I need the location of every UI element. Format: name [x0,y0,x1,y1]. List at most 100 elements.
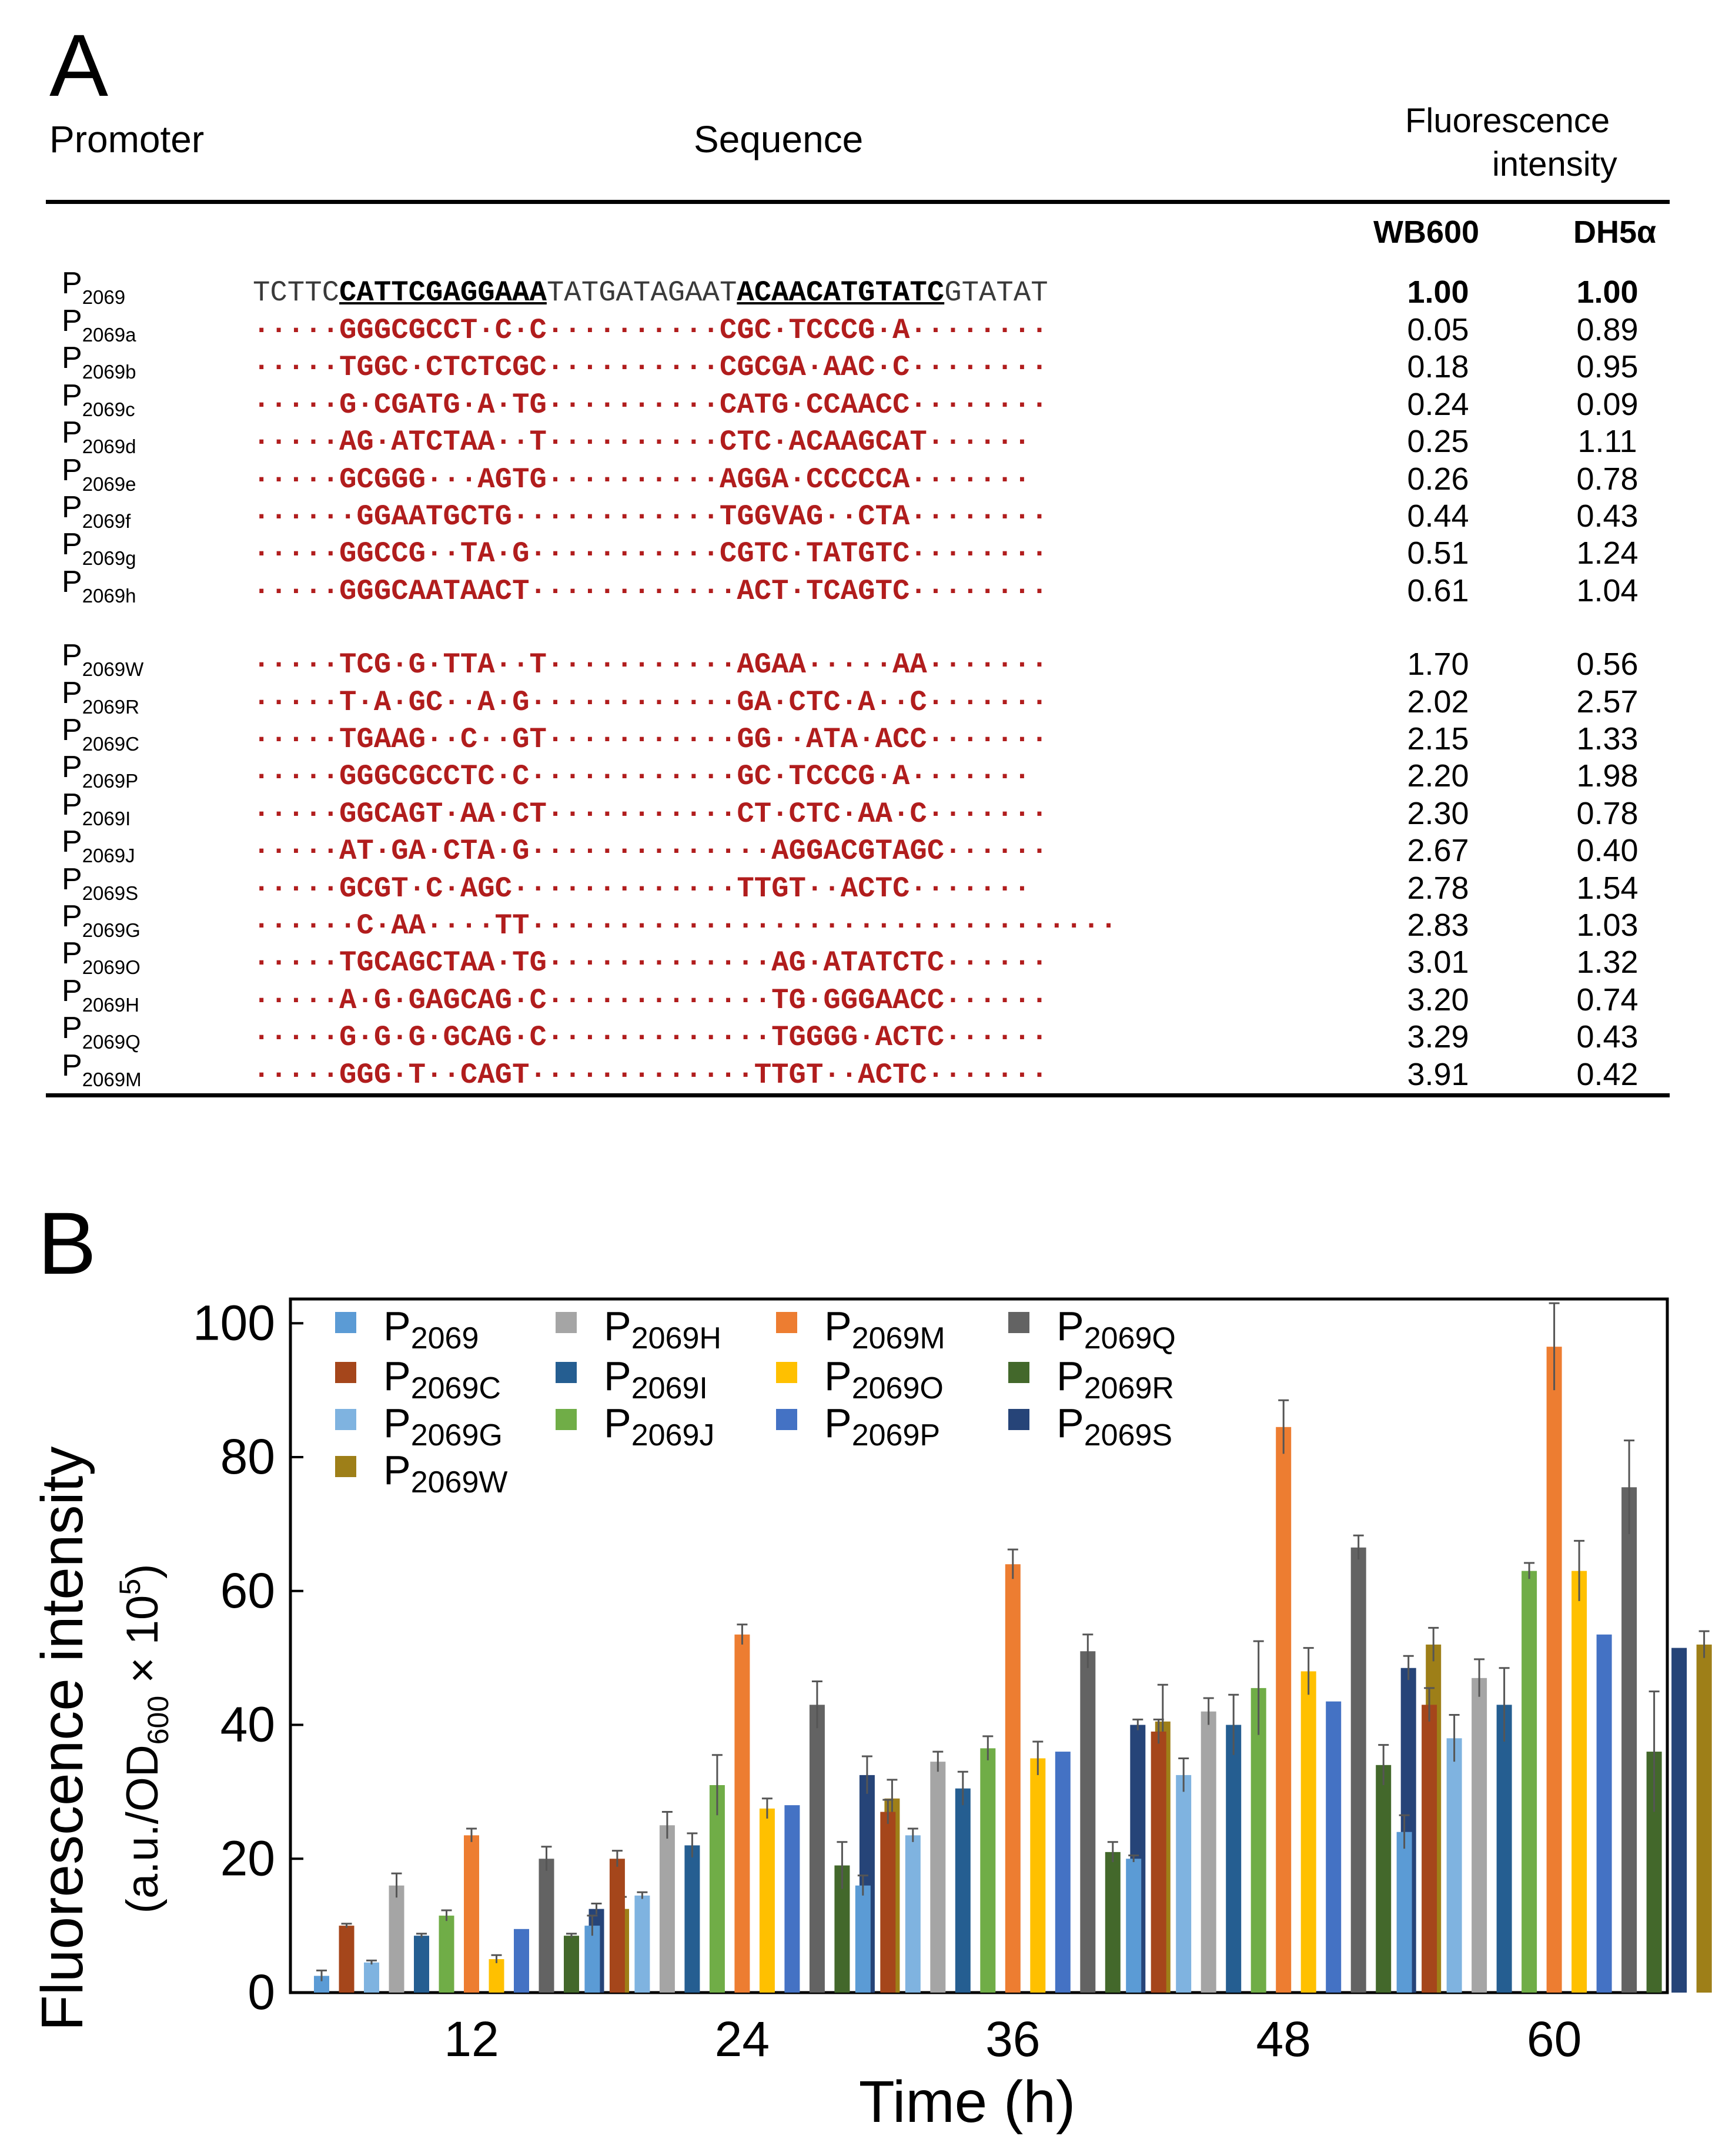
promoter-label: P2069C [62,713,139,755]
wb600-value: 2.02 [1407,684,1469,719]
dh5a-value: 1.24 [1576,535,1639,571]
wb600-value: 0.05 [1407,312,1469,347]
bar [709,1785,725,1993]
wb600-value: 0.26 [1407,461,1469,497]
bar [414,1936,429,1993]
bar [1376,1765,1392,1993]
dh5a-value: 1.32 [1576,945,1639,980]
dh5a-value: 0.95 [1576,349,1639,385]
sequence-variant: ·····GCGT·C·AGC·············TTGT··ACTC··… [253,872,1031,905]
legend-label: P2069G [383,1400,503,1452]
x-axis-label: Time (h) [859,2069,1076,2135]
promoter-label: P2069f [62,490,131,532]
legend-swatch [776,1362,797,1383]
sequence-variant: ·····T·A·GC··A·G············GA·CTC·A··C·… [253,685,1048,719]
x-tick-label: 12 [444,2011,499,2067]
table-bottom-rule [46,1093,1670,1097]
wb600-value: 0.61 [1407,573,1469,608]
bar [1446,1738,1462,1993]
wb600-value: 0.18 [1407,349,1469,385]
legend-swatch [776,1312,797,1333]
bar [1126,1859,1142,1993]
legend-label: P2069R [1056,1353,1174,1405]
bar [684,1845,700,1993]
sequence-variant: ·····GGGCGCCT·C·C··········CGC·TCCCG·A··… [253,314,1048,347]
y-tick-label: 100 [193,1295,275,1350]
legend-label: P2069W [383,1447,507,1499]
promoter-label: P2069S [62,862,139,904]
panel-b-label: B [38,1194,97,1293]
sequence-variant: ·····GGG·T··CAGT·············TTGT··ACTC·… [253,1058,1048,1092]
bar [1030,1758,1046,1993]
bar [514,1929,529,1993]
dh5a-value: 0.42 [1576,1056,1639,1092]
bar [564,1936,579,1993]
bar [1201,1711,1216,1993]
legend-swatch [776,1409,797,1430]
legend-swatch [1008,1312,1029,1333]
promoter-label: P2069P [62,750,139,792]
header-fluorescence: Fluorescence [1405,102,1610,140]
wb600-value: 3.01 [1407,945,1469,980]
legend-swatch [556,1362,577,1383]
bar [1596,1634,1612,1993]
dh5a-value: 0.43 [1576,1019,1639,1055]
legend-swatch [1008,1409,1029,1430]
sequence-variant: ······C·AA····TT························… [253,909,1118,942]
promoter-label: P2069Q [62,1011,141,1053]
bar [809,1705,825,1993]
bar [339,1926,355,1993]
sequence-variant: ······GGAATGCTG············TGGVAG··CTA··… [253,500,1048,533]
x-tick-label: 48 [1256,2011,1310,2067]
bar [1250,1688,1266,1993]
y-tick-label: 40 [220,1697,275,1752]
bar [980,1748,996,1993]
header-sequence: Sequence [694,118,864,160]
bar [1396,1832,1412,1993]
bar [1522,1571,1537,1993]
sequence-variant: ·····G·CGATG·A·TG··········CATG·CCAACC··… [253,388,1048,421]
dh5a-value: 0.43 [1576,498,1639,534]
legend-label: P2069 [383,1303,479,1355]
sequence-variant: ·····AT·GA·CTA·G··············AGGACGTAGC… [253,835,1048,868]
promoter-label: P2069M [62,1048,142,1090]
bar [489,1959,504,1993]
legend-label: P2069H [604,1303,721,1355]
x-tick-label: 36 [985,2011,1040,2067]
promoter-label: P2069O [62,936,141,979]
bar [784,1805,800,1993]
legend-swatch [335,1409,356,1430]
dh5a-value: 0.09 [1576,386,1639,422]
wb600-value: 1.70 [1407,647,1469,682]
sequence-variant: ·····GGGCAATAACT············ACT·TCAGTC··… [253,574,1048,608]
legend-label: P2069M [824,1303,945,1355]
dh5a-value: 1.11 [1577,424,1637,460]
bar [364,1962,379,1993]
y-axis-label: Fluorescence intensity [29,1447,95,2031]
bar [930,1762,946,1993]
bar [609,1859,625,1993]
dh5a-value: 1.03 [1576,908,1639,943]
promoter-label: P2069c [62,378,135,420]
sequence-variant: ·····AG·ATCTAA··T··········CTC·ACAAGCAT·… [253,426,1031,459]
header-promoter: Promoter [49,118,205,160]
dh5a-value: 0.78 [1576,461,1639,497]
legend-label: P2069I [604,1353,708,1405]
promoter-label: P2069g [62,527,136,570]
legend-label: P2069C [383,1353,501,1405]
y-tick-label: 20 [220,1830,275,1886]
promoter-label: P2069h [62,564,136,607]
wb600-value: 2.30 [1407,795,1469,831]
sequence-variant: ·····GGCCG··TA·G···········CGTC·TATGTC··… [253,537,1048,571]
legend-swatch [335,1312,356,1333]
dh5a-value: 0.89 [1576,312,1639,347]
promoter-label: P2069J [62,825,135,867]
promoter-label-reference: P2069 [62,266,126,308]
sequence-reference: TCTTCCATTCGAGGAAATATGATAGAATACAACATGTATC… [253,276,1048,309]
bar [439,1916,454,1993]
sequence-variant: ·····TGGC·CTCTCGC··········CGCGA·AAC·C··… [253,351,1048,384]
bar [389,1885,404,1993]
wb600-value: 3.29 [1407,1019,1469,1055]
sequence-variant: ·····TGAAG··C··GT···········GG··ATA·ACC·… [253,723,1048,756]
bar [1005,1564,1021,1993]
